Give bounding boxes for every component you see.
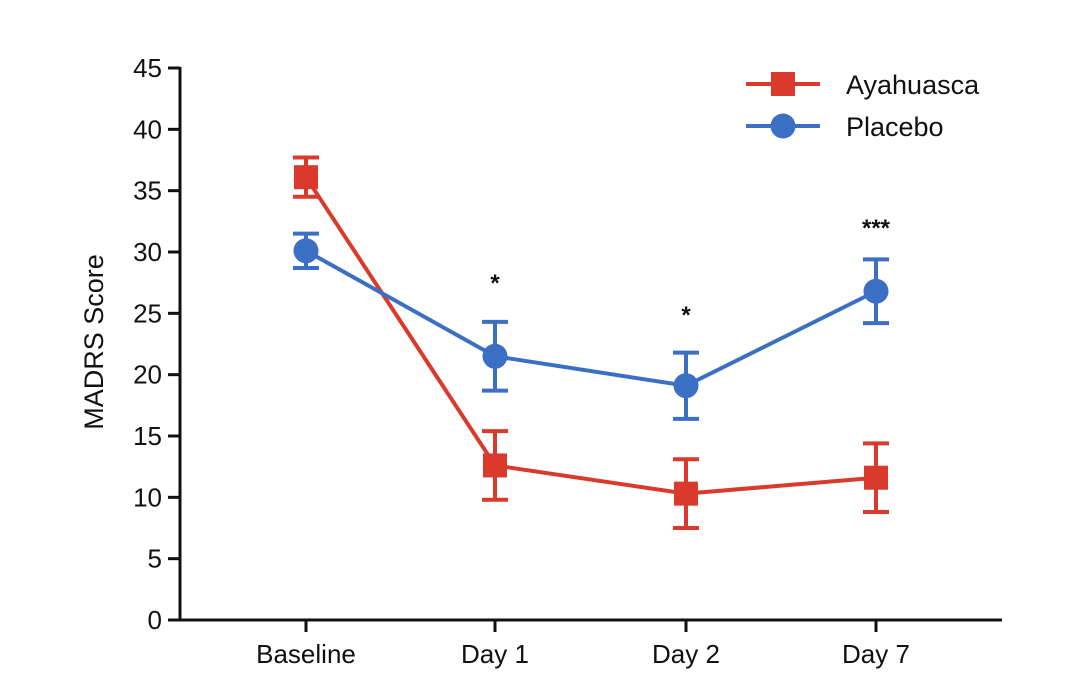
x-tick-label: Day 7 bbox=[842, 639, 910, 669]
annotations: ***** bbox=[490, 215, 890, 329]
data-point bbox=[483, 453, 507, 478]
data-point bbox=[294, 165, 318, 190]
series-placebo bbox=[293, 231, 889, 421]
legend-label: Placebo bbox=[846, 112, 944, 142]
y-tick-label: 45 bbox=[133, 53, 162, 83]
y-axis-label: MADRS Score bbox=[79, 254, 109, 430]
y-tick-label: 0 bbox=[148, 605, 162, 635]
y-tick-label: 10 bbox=[133, 482, 162, 512]
data-point bbox=[673, 373, 699, 399]
series-line-ayahuasca bbox=[304, 176, 877, 496]
series-layer bbox=[293, 155, 889, 530]
legend-label: Ayahuasca bbox=[846, 70, 980, 100]
legend: Ayahuasca Placebo bbox=[746, 70, 980, 142]
legend-item-placebo: Placebo bbox=[746, 112, 944, 142]
y-tick-label: 15 bbox=[133, 421, 162, 451]
y-tick-label: 5 bbox=[148, 544, 162, 574]
series-ayahuasca bbox=[293, 155, 889, 530]
series-line-placebo bbox=[305, 249, 877, 388]
data-point bbox=[863, 278, 889, 304]
x-tick-label: Baseline bbox=[256, 639, 356, 669]
data-point bbox=[674, 481, 698, 506]
y-tick-label: 30 bbox=[133, 237, 162, 267]
data-point bbox=[864, 465, 888, 490]
x-tick-label: Day 1 bbox=[461, 639, 529, 669]
y-tick-label: 25 bbox=[133, 298, 162, 328]
data-point bbox=[482, 343, 508, 369]
significance-marker: *** bbox=[862, 215, 891, 242]
legend-marker bbox=[770, 113, 796, 139]
data-point bbox=[293, 238, 319, 264]
legend-item-ayahuasca: Ayahuasca bbox=[746, 70, 980, 100]
significance-marker: * bbox=[681, 302, 691, 329]
significance-marker: * bbox=[490, 270, 500, 297]
legend-marker bbox=[771, 72, 795, 96]
y-tick-label: 40 bbox=[133, 114, 162, 144]
x-tick-label: Day 2 bbox=[652, 639, 720, 669]
axes: 0 5 10 15 20 25 30 35 40 45 Baseline Day 1 Day 2 Day … bbox=[133, 53, 1002, 669]
y-tick-label: 20 bbox=[133, 360, 162, 390]
y-tick-label: 35 bbox=[133, 176, 162, 206]
